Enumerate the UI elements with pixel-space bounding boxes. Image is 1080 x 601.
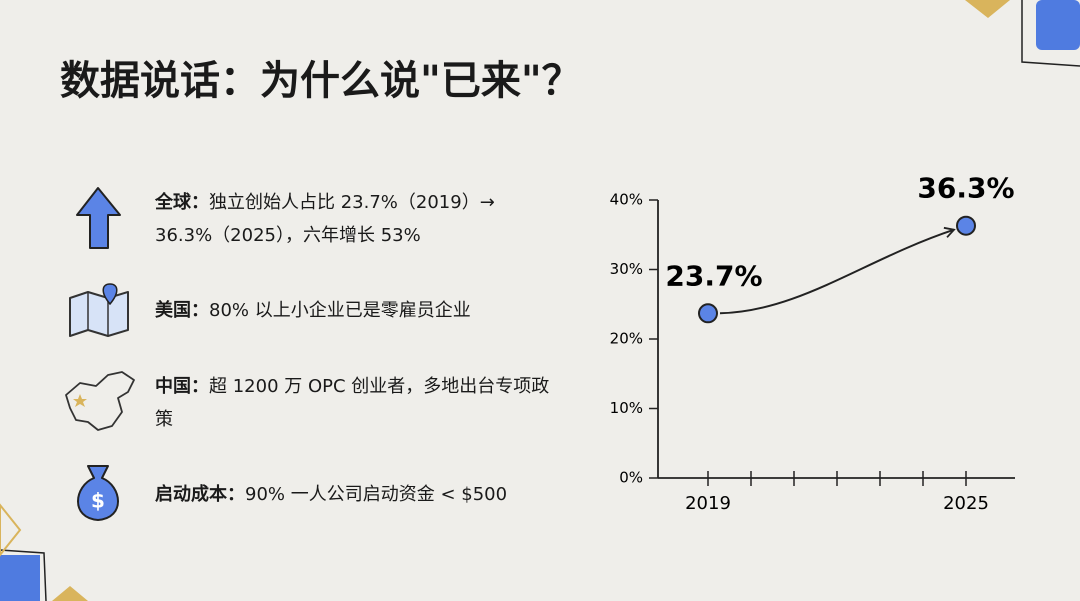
icon-china xyxy=(65,371,135,431)
y-tick-label: 0% xyxy=(619,469,643,487)
bullet-label: 全球： xyxy=(155,192,209,213)
y-tick-label: 30% xyxy=(610,260,643,278)
icon-pin xyxy=(102,283,118,306)
slide-title: 数据说话：为什么说"已来"？ xyxy=(60,58,582,104)
bullet: 美国：80% 以上小企业已是零雇员企业 xyxy=(155,294,550,327)
icon-map xyxy=(69,291,129,337)
data-label: 23.7% xyxy=(665,259,762,292)
icon-star xyxy=(73,394,87,407)
bullet-text: 独立创始人占比 23.7%（2019）→ 36.3%（2025），六年增长 53… xyxy=(155,192,495,246)
corner-diamond xyxy=(0,503,22,557)
icon-arrow xyxy=(76,187,121,249)
icon-dollar: $ xyxy=(91,489,105,513)
corner-line xyxy=(0,549,47,601)
bullet-text: 90% 一人公司启动资金 < $500 xyxy=(245,484,508,505)
x-tick-label: 2025 xyxy=(943,493,989,514)
trend-arrow xyxy=(719,226,956,315)
bullet: 全球：独立创始人占比 23.7%（2019）→ 36.3%（2025），六年增长… xyxy=(155,186,550,252)
bullet-label: 启动成本： xyxy=(155,484,245,505)
bullet: 启动成本：90% 一人公司启动资金 < $500 xyxy=(155,478,550,511)
y-tick-label: 10% xyxy=(610,399,643,417)
bullet: 中国：超 1200 万 OPC 创业者，多地出台专项政策 xyxy=(155,370,550,436)
data-point xyxy=(956,215,976,236)
bullet-label: 中国： xyxy=(155,376,209,397)
icon-moneybag xyxy=(77,465,119,521)
corner-diamond xyxy=(52,586,88,601)
corner-diamond xyxy=(965,0,1010,18)
icon-map-fold xyxy=(87,292,109,336)
corner-line xyxy=(1021,0,1080,67)
data-label: 36.3% xyxy=(917,172,1014,205)
x-tick-label: 2019 xyxy=(685,493,731,514)
bullet-text: 80% 以上小企业已是零雇员企业 xyxy=(209,300,471,321)
bullet-label: 美国： xyxy=(155,300,209,321)
data-point xyxy=(698,303,718,324)
corner-card xyxy=(0,555,40,601)
y-tick-label: 20% xyxy=(610,330,643,348)
bullet-text: 超 1200 万 OPC 创业者，多地出台专项政策 xyxy=(155,376,550,430)
corner-card xyxy=(1036,0,1080,50)
y-tick-label: 40% xyxy=(610,191,643,209)
